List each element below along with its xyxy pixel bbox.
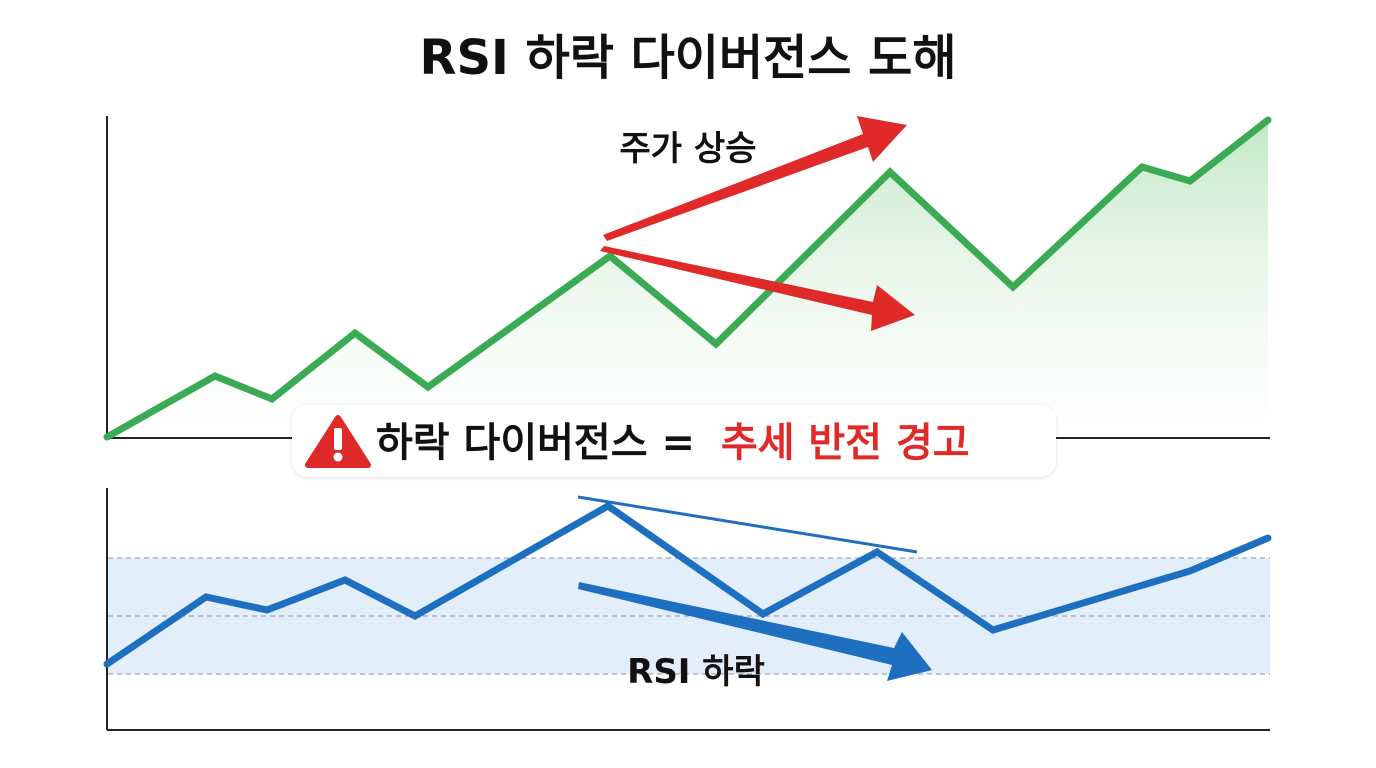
warning-triangle-icon	[305, 415, 371, 468]
price-area-fill	[107, 120, 1268, 438]
banner-prefix: 하락 다이버전스 =	[376, 420, 695, 466]
banner-text: 하락 다이버전스 = 추세 반전 경고	[376, 420, 970, 466]
banner-highlight: 추세 반전 경고	[721, 420, 970, 466]
price-panel: 주가 상승	[103, 116, 1272, 441]
rsi-line	[103, 501, 1272, 668]
price-rising-label: 주가 상승	[620, 129, 757, 169]
rsi-falling-arrow	[578, 582, 932, 681]
divergence-banner	[292, 405, 1056, 477]
price-line	[103, 116, 1272, 441]
rsi-falling-red-arrow	[600, 246, 915, 331]
diagram-title: RSI 하락 다이버전스 도해	[420, 30, 957, 86]
rsi-falling-label: RSI 하락	[627, 652, 765, 692]
banner-background	[292, 405, 1056, 477]
rsi-panel: RSI 하락	[103, 488, 1272, 731]
price-rising-arrow	[603, 116, 907, 241]
rsi-peak-trendline	[577, 495, 918, 554]
